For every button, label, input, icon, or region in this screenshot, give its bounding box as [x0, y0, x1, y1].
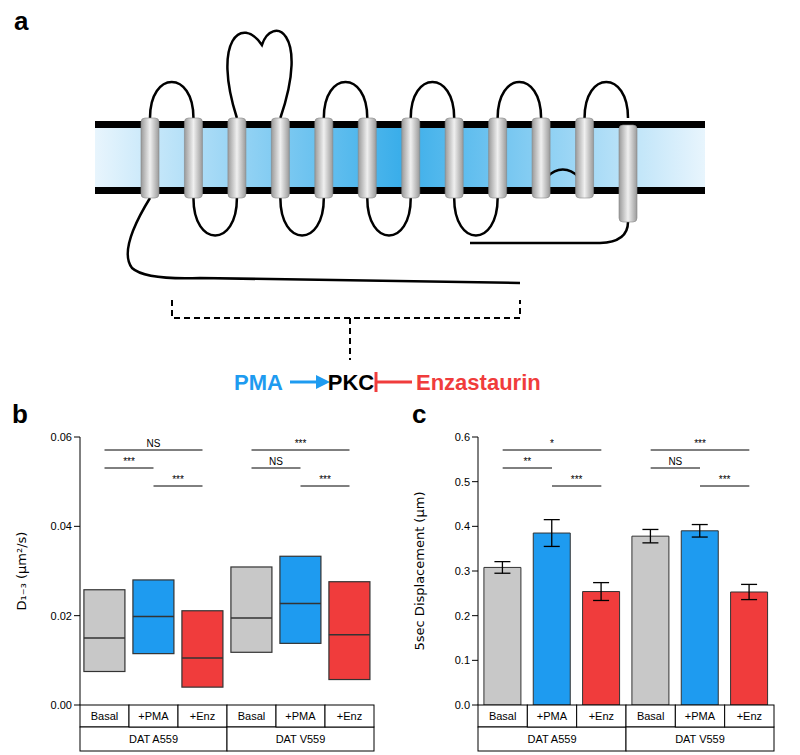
svg-text:Enzastaurin: Enzastaurin	[416, 370, 541, 395]
svg-text:0.4: 0.4	[455, 520, 470, 532]
svg-text:0.1: 0.1	[455, 654, 470, 666]
svg-text:0.2: 0.2	[455, 610, 470, 622]
svg-text:***: ***	[571, 474, 583, 485]
svg-text:0.3: 0.3	[455, 565, 470, 577]
svg-text:Basal: Basal	[91, 710, 119, 722]
svg-text:0.00: 0.00	[51, 699, 72, 711]
svg-text:5sec Displacement (μm): 5sec Displacement (μm)	[412, 492, 427, 651]
svg-text:***: ***	[719, 474, 731, 485]
svg-text:***: ***	[123, 456, 135, 467]
svg-text:D₁₋₃ (μm²/s): D₁₋₃ (μm²/s)	[14, 532, 29, 611]
svg-text:Basal: Basal	[489, 710, 517, 722]
svg-text:0.0: 0.0	[455, 699, 470, 711]
svg-text:***: ***	[295, 438, 307, 449]
svg-text:0.04: 0.04	[51, 520, 72, 532]
svg-text:+Enz: +Enz	[337, 710, 362, 722]
svg-text:***: ***	[694, 438, 706, 449]
svg-text:0.06: 0.06	[51, 431, 72, 443]
svg-text:***: ***	[172, 474, 184, 485]
svg-text:NS: NS	[269, 456, 283, 467]
svg-text:NS: NS	[147, 438, 161, 449]
svg-text:NS: NS	[668, 456, 682, 467]
svg-text:DAT V559: DAT V559	[276, 733, 326, 745]
svg-text:DAT A559: DAT A559	[527, 733, 576, 745]
svg-text:+Enz: +Enz	[190, 710, 215, 722]
svg-text:+PMA: +PMA	[138, 710, 169, 722]
svg-text:0.02: 0.02	[51, 610, 72, 622]
svg-text:+PMA: +PMA	[685, 710, 716, 722]
svg-text:0.6: 0.6	[455, 431, 470, 443]
svg-text:DAT A559: DAT A559	[129, 733, 178, 745]
svg-text:PKC: PKC	[328, 370, 375, 395]
svg-text:+Enz: +Enz	[737, 710, 762, 722]
svg-text:a: a	[14, 6, 29, 36]
svg-text:DAT V559: DAT V559	[675, 733, 725, 745]
svg-text:0.5: 0.5	[455, 476, 470, 488]
svg-text:*: *	[550, 438, 554, 449]
svg-text:+PMA: +PMA	[285, 710, 316, 722]
svg-text:Basal: Basal	[238, 710, 266, 722]
svg-text:***: ***	[319, 474, 331, 485]
svg-text:**: **	[523, 456, 531, 467]
svg-text:b: b	[12, 399, 28, 429]
svg-text:Basal: Basal	[637, 710, 665, 722]
svg-text:+Enz: +Enz	[589, 710, 614, 722]
svg-text:c: c	[412, 399, 426, 429]
svg-text:PMA: PMA	[234, 370, 283, 395]
svg-text:+PMA: +PMA	[537, 710, 568, 722]
